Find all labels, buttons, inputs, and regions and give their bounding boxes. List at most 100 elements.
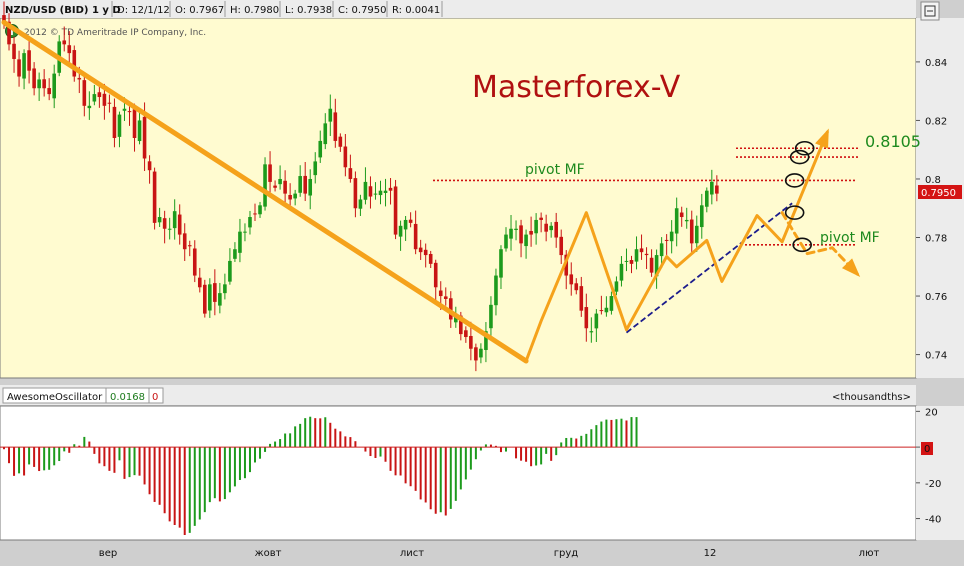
candle-body	[433, 262, 438, 288]
price-y-tick-label: 0.76	[925, 292, 947, 303]
candle-body	[393, 186, 398, 235]
candle-body	[403, 219, 408, 230]
candle-body	[514, 228, 518, 231]
candle-body	[629, 260, 634, 264]
oscillator-name[interactable]: AwesomeOscillator	[7, 392, 103, 403]
candle-body	[273, 185, 277, 188]
candle-body	[494, 275, 498, 306]
oscillator-y-tick-label: -40	[925, 515, 941, 526]
oscillator-pane	[0, 405, 917, 541]
candle-body	[203, 284, 207, 314]
candle-body	[519, 225, 523, 244]
candle-body	[428, 254, 433, 264]
candle-body	[569, 274, 574, 285]
candle-body	[47, 88, 51, 95]
candle-body	[524, 234, 528, 247]
candle-body	[258, 205, 262, 215]
candle-body	[423, 249, 428, 256]
oscillator-zero-value: 0	[152, 392, 158, 403]
oscillator-axis	[916, 406, 964, 540]
orange-wave-path	[1, 19, 529, 364]
highlight-circle	[784, 173, 805, 188]
candle-body	[32, 68, 36, 89]
candle-body	[443, 296, 448, 299]
candle-body	[484, 331, 488, 350]
orange-projection-path	[780, 211, 859, 276]
price-y-tick-label: 0.82	[925, 116, 947, 127]
candle-body	[624, 260, 629, 262]
candle-body	[649, 257, 654, 273]
candle-body	[298, 176, 302, 193]
candle-body	[278, 178, 282, 185]
candle-body	[72, 50, 77, 77]
candle-body	[67, 45, 72, 54]
candle-body	[674, 208, 679, 234]
price-y-tick-label: 0.78	[925, 234, 947, 245]
candle-body	[564, 254, 569, 276]
candle-body	[383, 190, 388, 194]
candle-body	[228, 260, 232, 282]
candle-body	[689, 219, 694, 244]
oscillator-y-tick-label: -20	[925, 479, 941, 490]
orange-wave-path	[524, 130, 829, 363]
candle-body	[539, 217, 543, 220]
candle-body	[197, 277, 202, 288]
candle-body	[213, 283, 217, 302]
candle-body	[479, 348, 483, 358]
price-y-ticks: 0.74 0.76 0.78 0.8 0.82 0.84	[916, 58, 947, 362]
candle-body	[323, 123, 328, 145]
candle-body	[343, 146, 348, 168]
pivot-upper-label: pivot MF	[525, 162, 585, 178]
symbol-label[interactable]: NZD/USD (BID) 1 у D	[5, 5, 121, 16]
candle-body	[12, 43, 16, 59]
candle-body	[17, 59, 21, 77]
candle-body	[288, 195, 292, 200]
candle-body	[469, 335, 473, 349]
candle-body	[474, 347, 478, 361]
candle-body	[464, 330, 468, 338]
candle-body	[438, 290, 443, 297]
price-y-tick-label: 0.74	[925, 351, 947, 362]
candle-body	[554, 221, 558, 238]
candle-body	[574, 283, 579, 291]
candle-body	[664, 239, 669, 241]
candle-body	[308, 178, 313, 196]
candle-body	[147, 161, 152, 171]
candle-body	[167, 228, 172, 230]
oscillator-zero-tag-text: 0	[924, 444, 930, 455]
candle-body	[358, 199, 363, 209]
candle-body	[534, 219, 538, 234]
candle-body	[112, 106, 117, 138]
candle-body	[368, 186, 373, 197]
candle-body	[328, 108, 333, 122]
highlight-circle	[789, 149, 810, 165]
candle-body	[669, 231, 674, 242]
candle-body	[42, 79, 46, 89]
candle-body	[459, 315, 463, 335]
oscillator-value: 0.0168	[110, 392, 145, 403]
candle-body	[102, 93, 107, 106]
candle-body	[87, 105, 92, 109]
chart-menu-icon[interactable]	[920, 1, 940, 21]
oscillator-header	[0, 385, 916, 405]
candle-body	[22, 53, 26, 79]
drawings	[1, 19, 861, 364]
candle-body	[634, 249, 639, 262]
open-readout: O: 0.7967	[175, 5, 224, 16]
candle-body	[243, 231, 247, 233]
candle-body	[710, 181, 714, 195]
candle-body	[699, 205, 704, 228]
candle-body	[363, 181, 368, 200]
candle-body	[679, 212, 684, 218]
candle-body	[408, 219, 413, 223]
candle-body	[609, 296, 614, 311]
level-label: 0.8105	[865, 132, 921, 151]
candle-body	[62, 40, 67, 45]
oscillator-y-tick-label: 20	[925, 407, 938, 418]
price-y-tick-label: 0.84	[925, 58, 947, 69]
candle-body	[268, 164, 272, 182]
candle-body	[584, 307, 589, 329]
price-y-tick-label: 0.8	[925, 175, 941, 186]
